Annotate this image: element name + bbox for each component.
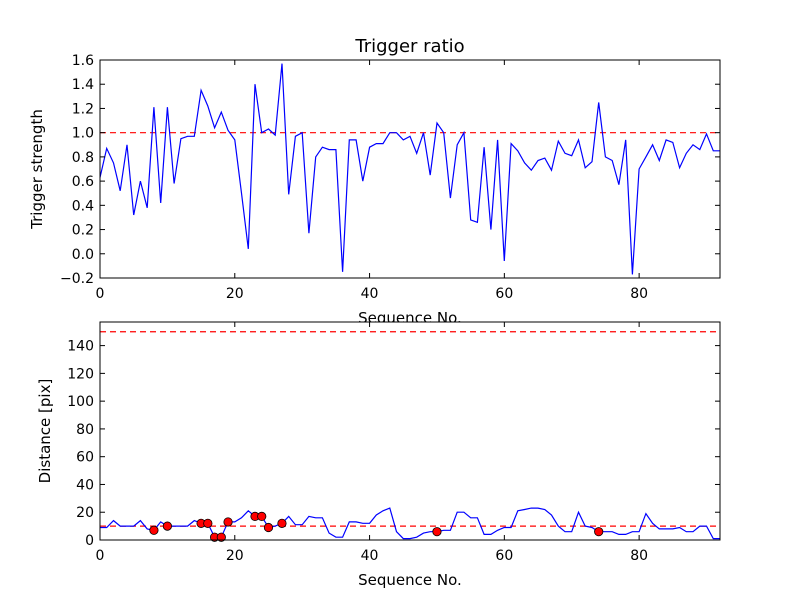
plot-content <box>100 331 720 542</box>
y-tick-label: 120 <box>67 366 94 382</box>
y-tick-label: 0.8 <box>72 150 94 166</box>
x-tick-label: 60 <box>495 286 513 302</box>
series-line <box>99 63 720 275</box>
data-point-marker <box>277 518 287 528</box>
chart-title: Trigger ratio <box>354 36 464 57</box>
y-tick-label: 1.6 <box>72 53 94 69</box>
y-tick-label: 1.0 <box>72 126 94 142</box>
x-tick-label: 80 <box>630 286 648 302</box>
x-axis-label: Sequence No. <box>358 571 462 589</box>
tick-marks: 0 20 40 60 80 −0.2 0.0 0.2 0.4 0.6 0.8 1.0 1.2 1.4 1.6 <box>60 53 720 302</box>
y-axis-label: Distance [pix] <box>36 379 54 484</box>
data-point-marker <box>263 522 274 533</box>
data-point-marker <box>432 527 442 537</box>
data-point-marker <box>162 521 172 531</box>
tick-marks: 0 20 40 60 80 0 20 40 60 80 100 120 140 <box>67 322 720 564</box>
y-tick-label: 0.4 <box>72 198 94 214</box>
y-tick-label: −0.2 <box>60 271 94 287</box>
data-point-marker <box>257 511 267 521</box>
y-tick-label: 20 <box>76 505 94 521</box>
y-tick-label: 60 <box>76 450 94 466</box>
data-point-marker <box>594 527 604 537</box>
data-point-marker <box>223 517 233 527</box>
trigger-ratio-chart: Trigger ratio 0 20 40 60 80−0.20.00.20.40.60… <box>28 36 721 327</box>
plot-frame <box>99 321 721 541</box>
y-tick-label: 80 <box>76 422 94 438</box>
x-tick-label: 60 <box>495 548 513 564</box>
y-tick-label: 1.4 <box>72 77 94 93</box>
y-tick-label: 1.2 <box>72 101 94 117</box>
y-tick-label: 0.0 <box>72 247 94 263</box>
plot-area <box>100 322 720 540</box>
plot-frame <box>99 59 721 279</box>
distance-chart: 0 20 40 60 80 0 20 40 60 80 100 120 140 Sequence No.… <box>36 321 721 589</box>
y-axis-label: Trigger strength <box>28 109 46 230</box>
x-tick-label: 40 <box>361 548 379 564</box>
data-point-marker <box>149 525 159 535</box>
data-point-marker <box>203 518 213 528</box>
x-tick-label: 20 <box>226 548 244 564</box>
y-tick-label: 0.6 <box>72 174 94 190</box>
x-tick-label: 0 <box>96 286 105 302</box>
x-tick-label: 80 <box>630 548 648 564</box>
y-tick-label: 40 <box>76 477 94 493</box>
data-point-marker <box>216 532 226 542</box>
x-tick-label: 40 <box>361 286 379 302</box>
y-tick-label: 100 <box>67 394 94 410</box>
y-tick-label: 0 <box>85 533 94 549</box>
y-tick-label: 0.2 <box>72 223 94 239</box>
y-tick-label: 140 <box>67 339 94 355</box>
x-tick-label: 20 <box>226 286 244 302</box>
x-tick-label: 0 <box>96 548 105 564</box>
plot-content <box>99 63 720 275</box>
